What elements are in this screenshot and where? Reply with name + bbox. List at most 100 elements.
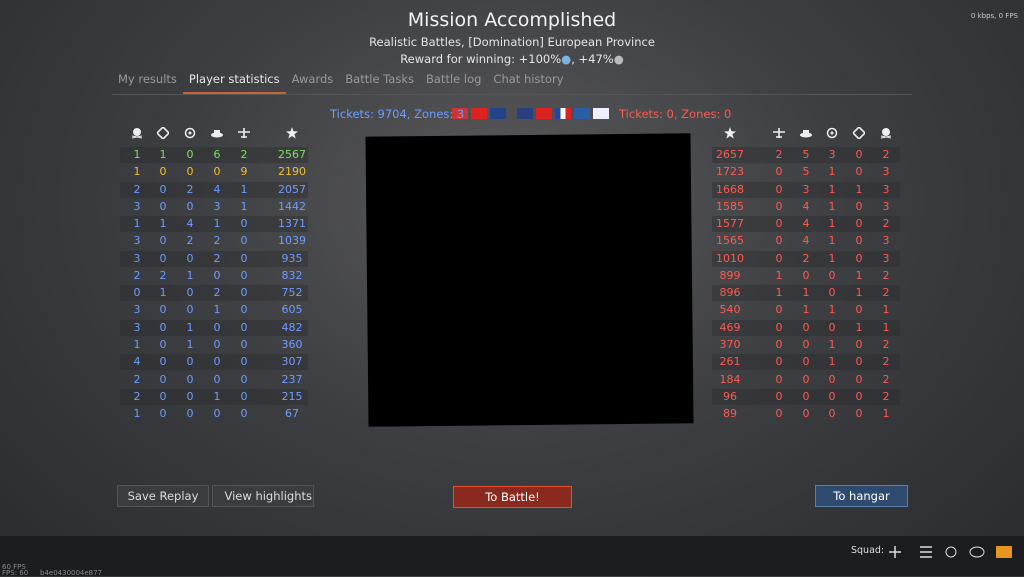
save-replay-button[interactable]: Save Replay <box>117 485 209 507</box>
stat-cell: 0 <box>159 372 167 386</box>
stat-cell: 0 <box>855 234 863 248</box>
stat-cell: 752 <box>281 286 303 300</box>
stat-cell: 0 <box>240 337 248 351</box>
stat-cell: 0 <box>186 251 194 265</box>
reward-extra: , +47% <box>571 52 614 66</box>
tickets-right: Tickets: 0, Zones: 0 <box>619 107 732 121</box>
stat-cell: 3 <box>882 251 890 265</box>
stat-cell: 2 <box>213 286 221 300</box>
stat-cell: 0 <box>159 320 167 334</box>
tabs: My results Player statistics Awards Battle … <box>112 70 912 95</box>
tab[interactable]: Chat history <box>493 72 564 86</box>
stat-cell: 469 <box>719 320 741 334</box>
reward: Reward for winning: +100%●, +47%● <box>400 52 624 66</box>
stat-cell: 1 <box>855 286 863 300</box>
stat-cell: 1039 <box>278 234 306 248</box>
column-icon <box>880 128 892 139</box>
stat-cell: 3 <box>802 182 810 196</box>
stat-cell: 2657 <box>716 148 744 161</box>
tab[interactable]: My results <box>118 72 177 86</box>
stat-cell: 0 <box>802 320 810 334</box>
stat-cell: 0 <box>775 320 783 334</box>
stat-cell: 2 <box>882 355 890 369</box>
stat-cell: 0 <box>855 251 863 265</box>
stat-cell: 0 <box>802 372 810 386</box>
stat-cell: 3 <box>882 199 890 213</box>
stat-cell: 1 <box>159 148 167 161</box>
stat-cell: 1585 <box>716 199 744 213</box>
stat-cell: 0 <box>855 407 863 421</box>
stat-cell: 0 <box>828 407 836 421</box>
stat-cell: 9 <box>240 165 248 179</box>
stat-cell: 0 <box>775 165 783 179</box>
mode: Realistic Battles, [Domination] European… <box>369 35 655 49</box>
column-icon <box>238 128 250 138</box>
stat-cell: 0 <box>802 355 810 369</box>
stat-cell: 3 <box>882 182 890 196</box>
stat-cell: 2 <box>133 182 141 196</box>
stat-cell: 0 <box>855 389 863 403</box>
reward-text: Reward for winning: +100% <box>400 52 562 66</box>
stat-cell: 1 <box>828 217 836 231</box>
stat-cell: 0 <box>855 148 863 161</box>
column-icon <box>131 128 143 139</box>
stat-cell: 3 <box>133 251 141 265</box>
column-icon <box>826 127 838 139</box>
stat-cell: 2 <box>882 337 890 351</box>
stat-cell: 0 <box>186 148 194 161</box>
stat-cell: 0 <box>159 234 167 248</box>
stat-cell: 3 <box>213 199 221 213</box>
stat-cell: 1 <box>186 268 194 282</box>
stat-cell: 0 <box>240 268 248 282</box>
stat-cell: 1 <box>240 199 248 213</box>
stat-cell: 0 <box>855 217 863 231</box>
column-icon <box>773 128 785 138</box>
stat-cell: 0 <box>802 389 810 403</box>
stat-cell: 0 <box>159 337 167 351</box>
tab[interactable]: Battle Tasks <box>345 72 414 86</box>
stat-cell: 3 <box>882 234 890 248</box>
stat-cell: 6 <box>213 148 221 161</box>
stat-cell: 0 <box>240 372 248 386</box>
row-stripe <box>712 354 900 371</box>
row-stripe <box>120 216 308 233</box>
stat-cell: 0 <box>186 303 194 317</box>
stat-cell: 0 <box>186 286 194 300</box>
stat-cell: 5 <box>802 165 810 179</box>
stat-cell: 3 <box>133 303 141 317</box>
column-icon <box>853 127 865 139</box>
row-stripe <box>120 319 308 336</box>
stat-cell: 1 <box>855 268 863 282</box>
tab[interactable]: Battle log <box>426 72 482 86</box>
stat-cell: 0 <box>855 337 863 351</box>
stat-cell: 0 <box>159 389 167 403</box>
stat-cell: 0 <box>159 251 167 265</box>
stat-cell: 896 <box>719 286 741 300</box>
stat-cell: 1 <box>802 303 810 317</box>
to-battle-button[interactable]: To Battle! <box>453 486 572 508</box>
stat-cell: 1 <box>855 320 863 334</box>
stat-cell: 3 <box>882 165 890 179</box>
stat-cell: 184 <box>719 372 741 386</box>
highlights-button[interactable]: View highlights <box>212 485 314 507</box>
to-hangar-button[interactable]: To hangar <box>815 485 908 507</box>
stat-cell: 2 <box>882 268 890 282</box>
stat-cell: 2567 <box>278 148 306 161</box>
bottom-bar <box>0 536 1024 576</box>
stat-cell: 0 <box>775 407 783 421</box>
stat-cell: 1010 <box>716 251 744 265</box>
stat-cell: 0 <box>775 217 783 231</box>
tab[interactable]: Awards <box>291 72 334 86</box>
stat-cell: 482 <box>281 320 303 334</box>
stat-cell: 0 <box>240 303 248 317</box>
stat-cell: 0 <box>775 199 783 213</box>
stat-cell: 0 <box>775 182 783 196</box>
stat-cell: 2 <box>186 234 194 248</box>
stat-cell: 0 <box>802 268 810 282</box>
stat-cell: 1 <box>882 303 890 317</box>
stat-cell: 0 <box>855 372 863 386</box>
tab[interactable]: Player statistics <box>182 70 286 94</box>
stat-cell: 0 <box>159 165 167 179</box>
stat-cell: 0 <box>775 355 783 369</box>
